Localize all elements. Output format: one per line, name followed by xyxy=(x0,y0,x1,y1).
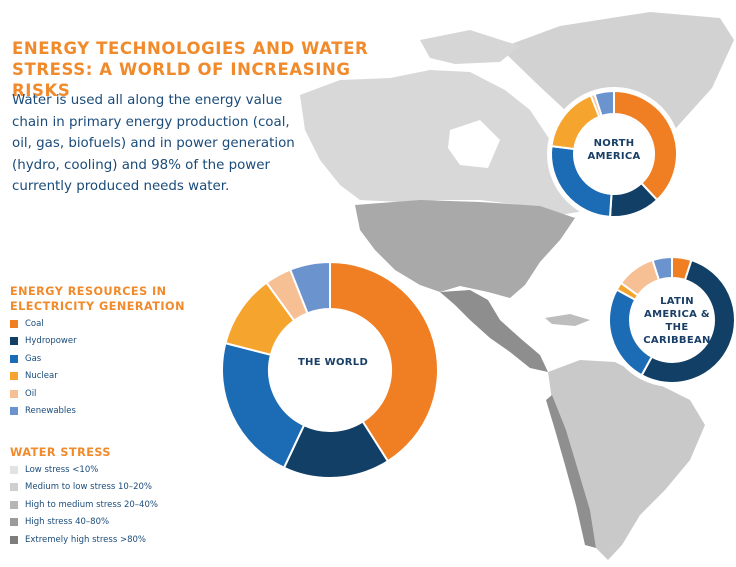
legend-label: Gas xyxy=(25,353,42,364)
legend-swatch xyxy=(10,372,18,381)
stress-item-low: Low stress <10% xyxy=(10,461,158,479)
south-america-shape xyxy=(548,360,705,560)
donut-slice-renewables xyxy=(593,89,615,118)
legend-item-nuclear: Nuclear xyxy=(10,368,77,386)
donut-slice-gas xyxy=(221,341,306,470)
donut-north-america xyxy=(547,87,681,221)
stress-item-medium-low: Medium to low stress 10–20% xyxy=(10,479,158,497)
world-chart-label: THE WORLD xyxy=(297,357,369,368)
donut-slice-renewables xyxy=(288,260,331,315)
legend-item-coal: Coal xyxy=(10,315,77,333)
infographic-title: ENERGY TECHNOLOGIES AND WATER STRESS: A … xyxy=(12,39,369,100)
legend-label: Medium to low stress 10–20% xyxy=(25,482,152,493)
donut-slice-hydropower xyxy=(640,258,736,384)
mexico-shape xyxy=(440,290,548,372)
legend-label: Coal xyxy=(25,318,44,329)
caribbean-shape xyxy=(545,314,590,326)
donut-outline xyxy=(218,258,442,482)
donut-world xyxy=(218,258,442,482)
stress-item-high-medium: High to medium stress 20–40% xyxy=(10,496,158,514)
legend-item-renewables: Renewables xyxy=(10,403,77,421)
usa-shape xyxy=(355,200,575,298)
legend-item-oil: Oil xyxy=(10,385,77,403)
legend-swatch xyxy=(10,354,18,363)
legend-label: High to medium stress 20–40% xyxy=(25,499,158,510)
legend-label: Low stress <10% xyxy=(25,464,99,475)
legend-swatch xyxy=(10,337,18,346)
donut-outline xyxy=(547,87,681,221)
legend-swatch xyxy=(10,389,18,398)
water-stress-legend: Low stress <10% Medium to low stress 10–… xyxy=(10,461,158,549)
donut-outline xyxy=(605,253,736,387)
donut-hole xyxy=(631,279,713,361)
legend-label: Oil xyxy=(25,388,37,399)
donut-slice-renewables xyxy=(651,255,673,282)
intro-text: Water is used all along the energy value… xyxy=(12,93,295,194)
legend-label: High stress 40–80% xyxy=(25,517,110,528)
legend-swatch xyxy=(10,483,18,492)
arctic-islands-shape xyxy=(420,30,520,64)
legend-label: Nuclear xyxy=(25,371,58,382)
legend-swatch xyxy=(10,407,18,416)
energy-legend: Coal Hydropower Gas Nuclear Oil Renewabl… xyxy=(10,315,77,420)
legend-item-gas: Gas xyxy=(10,350,77,368)
latin-america-chart-label: LATIN AMERICA & THE CARIBBEAN xyxy=(643,296,711,346)
legend-label: Hydropower xyxy=(25,336,77,347)
legend-swatch xyxy=(10,319,18,328)
north-america-chart-label: NORTH AMERICA xyxy=(587,138,641,162)
legend-swatch xyxy=(10,500,18,509)
legend-label: Renewables xyxy=(25,406,76,417)
andes-shape xyxy=(546,395,596,548)
hudson-bay-shape xyxy=(448,120,500,168)
energy-legend-heading: ENERGY RESOURCES IN ELECTRICITY GENERATI… xyxy=(10,285,185,313)
stress-item-high: High stress 40–80% xyxy=(10,514,158,532)
legend-swatch xyxy=(10,518,18,527)
donut-slice-coal xyxy=(329,260,439,463)
donut-hole xyxy=(575,115,653,193)
legend-swatch xyxy=(10,465,18,474)
water-stress-heading: WATER STRESS xyxy=(10,446,111,459)
donut-latin-america xyxy=(605,253,736,387)
stress-item-extreme: Extremely high stress >80% xyxy=(10,531,158,549)
donut-hole xyxy=(270,310,390,430)
legend-item-hydropower: Hydropower xyxy=(10,333,77,351)
legend-label: Extremely high stress >80% xyxy=(25,534,146,545)
legend-swatch xyxy=(10,535,18,544)
greenland-shape xyxy=(500,12,734,160)
canada-shape xyxy=(300,70,590,215)
